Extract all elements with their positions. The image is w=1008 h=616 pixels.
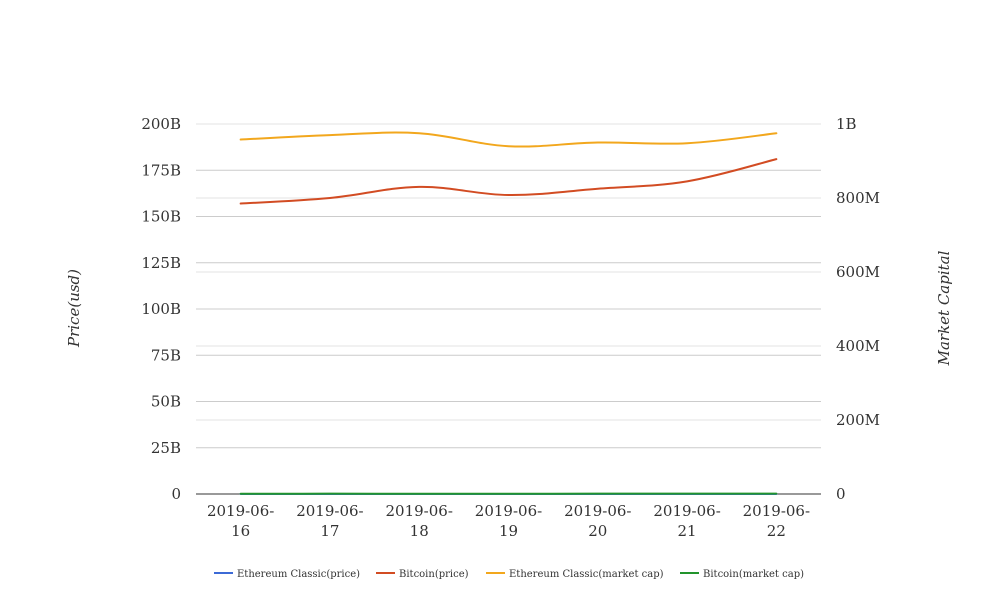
y-tick-label: 100B [141,300,181,318]
legend-item: Ethereum Classic(price) [214,569,360,580]
y2-tick-label: 600M [836,263,880,281]
legend-item: Bitcoin(price) [376,569,469,580]
legend-label: Bitcoin(price) [399,569,469,580]
x-tick-label: 2019-06-19 [475,502,542,540]
y2-tick-label: 0 [836,485,846,503]
x-tick-label: 2019-06-20 [564,502,631,540]
y2-tick-label: 1B [836,115,857,133]
y2-tick-label: 800M [836,189,880,207]
x-tick-label: 2019-06-21 [653,502,720,540]
y-tick-label: 75B [151,346,181,364]
x-tick-label: 2019-06-18 [386,502,453,540]
y-tick-label: 50B [151,393,181,411]
y-tick-label: 175B [141,161,181,179]
legend-item: Ethereum Classic(market cap) [486,569,664,580]
legend-item: Bitcoin(market cap) [680,569,804,580]
legend-label: Ethereum Classic(market cap) [509,569,664,580]
x-tick-label: 2019-06-22 [743,502,810,540]
legend-label: Bitcoin(market cap) [703,569,804,580]
y-tick-label: 200B [141,115,181,133]
tick-labels: 0 25B 50B 75B 100B 125B 150B 175B 200B 0 200M 400M 6… [141,115,880,540]
series-lines [239,131,778,496]
y-axis-title: Price(usd) [65,269,83,348]
y2-tick-label: 200M [836,411,880,429]
y-tick-label: 25B [151,439,181,457]
legend-label: Ethereum Classic(price) [237,569,360,580]
y2-axis-title: Market Capital [935,250,953,366]
x-tick-label: 2019-06-16 [207,502,274,540]
series-line-bitcoin-price [239,158,778,205]
y-tick-label: 150B [141,208,181,226]
legend: Ethereum Classic(price) Bitcoin(price) Eth… [214,569,804,580]
series-line-ethereum-classic-market-cap [239,131,778,148]
x-tick-label: 2019-06-17 [296,502,363,540]
y-tick-label: 0 [171,485,181,503]
y2-tick-label: 400M [836,337,880,355]
gridlines [196,123,821,449]
y-tick-label: 125B [141,254,181,272]
